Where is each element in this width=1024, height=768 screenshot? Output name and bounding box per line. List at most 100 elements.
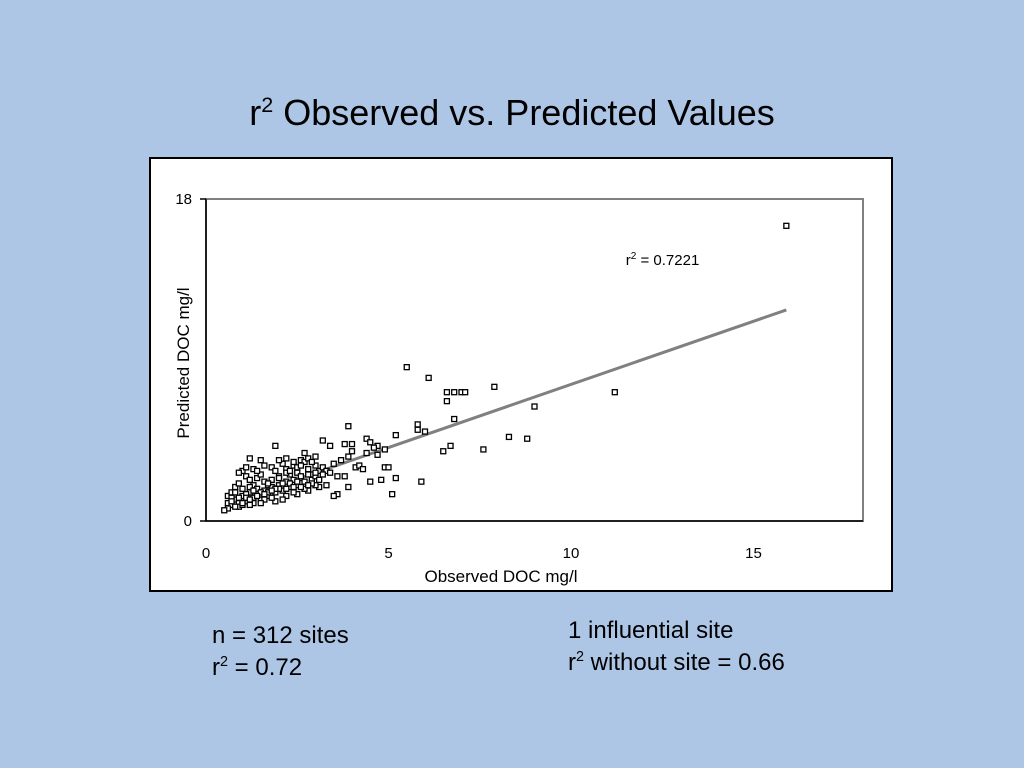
data-point: [301, 449, 308, 457]
y-axis-title: Predicted DOC mg/l: [174, 287, 193, 438]
title-superscript: 2: [261, 92, 274, 117]
data-point: [480, 446, 487, 453]
data-point: [524, 435, 531, 442]
data-point: [235, 494, 242, 501]
data-point: [290, 458, 297, 466]
data-point: [531, 403, 538, 410]
data-point: [348, 440, 356, 448]
data-point: [443, 389, 451, 396]
data-points: [221, 222, 790, 514]
data-point: [370, 444, 378, 451]
x-tick-label: 15: [745, 545, 762, 562]
data-point: [301, 458, 308, 466]
data-point: [461, 389, 469, 396]
data-point: [337, 457, 345, 464]
data-point: [257, 499, 264, 507]
x-axis-title: Observed DOC mg/l: [424, 567, 577, 586]
data-point: [268, 476, 275, 484]
data-point: [783, 222, 790, 229]
data-point: [264, 480, 272, 487]
data-point: [359, 465, 367, 473]
y-tick-label: 18: [175, 191, 192, 208]
data-point: [326, 469, 334, 476]
data-point: [403, 364, 410, 371]
data-point: [326, 442, 334, 450]
r-squared-superscript-2: 2: [576, 649, 585, 665]
data-point: [392, 474, 399, 482]
data-point: [418, 478, 425, 485]
data-point: [301, 478, 308, 485]
y-tick-label: 0: [184, 513, 192, 530]
data-point: [253, 474, 261, 482]
data-point: [290, 489, 297, 496]
data-point: [279, 480, 286, 487]
data-point: [491, 383, 498, 390]
data-point: [286, 480, 294, 487]
data-point: [363, 449, 370, 457]
data-point: [232, 503, 239, 510]
data-point: [345, 483, 352, 491]
r-squared-overall: r2 = 0.72: [212, 652, 349, 684]
slide-title: r2 Observed vs. Predicted Values: [0, 92, 1024, 134]
data-point: [297, 462, 305, 469]
data-point: [283, 492, 290, 500]
data-point: [312, 453, 319, 460]
data-point: [330, 492, 337, 500]
data-point: [275, 474, 283, 482]
data-point: [356, 462, 363, 469]
data-point: [312, 462, 319, 469]
data-point: [505, 433, 513, 441]
r-squared-superscript: 2: [220, 654, 229, 670]
data-point: [341, 473, 348, 480]
data-point: [290, 483, 297, 491]
data-point: [305, 471, 312, 478]
data-point: [440, 448, 447, 455]
r-squared-value: = 0.72: [228, 654, 303, 681]
data-point: [421, 428, 429, 435]
data-point: [367, 439, 374, 446]
data-point: [268, 487, 275, 494]
data-point: [261, 462, 268, 469]
data-point: [611, 389, 618, 396]
data-point: [341, 440, 348, 448]
data-point: [392, 431, 399, 439]
data-point: [305, 482, 312, 489]
data-point: [246, 455, 253, 462]
data-point: [272, 498, 279, 505]
data-point: [228, 498, 235, 505]
data-point: [257, 471, 264, 478]
data-point: [246, 476, 253, 484]
data-point: [272, 467, 279, 475]
data-point: [246, 496, 253, 503]
data-point: [334, 473, 341, 480]
data-point: [345, 423, 352, 430]
r-squared-without-value: without site = 0.66: [584, 649, 785, 676]
data-point: [381, 446, 389, 453]
data-point: [425, 374, 432, 382]
data-point: [367, 478, 374, 485]
data-point: [243, 464, 250, 471]
data-point: [279, 460, 286, 467]
data-point: [378, 476, 385, 484]
data-point: [348, 448, 356, 455]
data-point: [451, 415, 458, 423]
data-point: [308, 458, 316, 466]
data-point: [297, 483, 305, 491]
data-point: [294, 478, 301, 485]
data-point: [235, 469, 242, 476]
x-tick-label: 10: [563, 545, 580, 562]
data-point: [297, 473, 305, 480]
title-prefix: r: [249, 92, 262, 133]
data-point: [345, 453, 352, 460]
data-point: [243, 473, 250, 480]
influential-site-note: 1 influential site: [568, 617, 734, 644]
data-point: [323, 482, 330, 489]
plot-border: [205, 198, 864, 522]
data-point: [451, 389, 458, 396]
x-tick-label: 0: [202, 545, 210, 562]
data-point: [283, 485, 290, 492]
data-point: [414, 421, 421, 428]
summary-left: n = 312 sites r2 = 0.72: [212, 620, 349, 684]
data-point: [443, 397, 451, 405]
data-point: [319, 471, 326, 478]
